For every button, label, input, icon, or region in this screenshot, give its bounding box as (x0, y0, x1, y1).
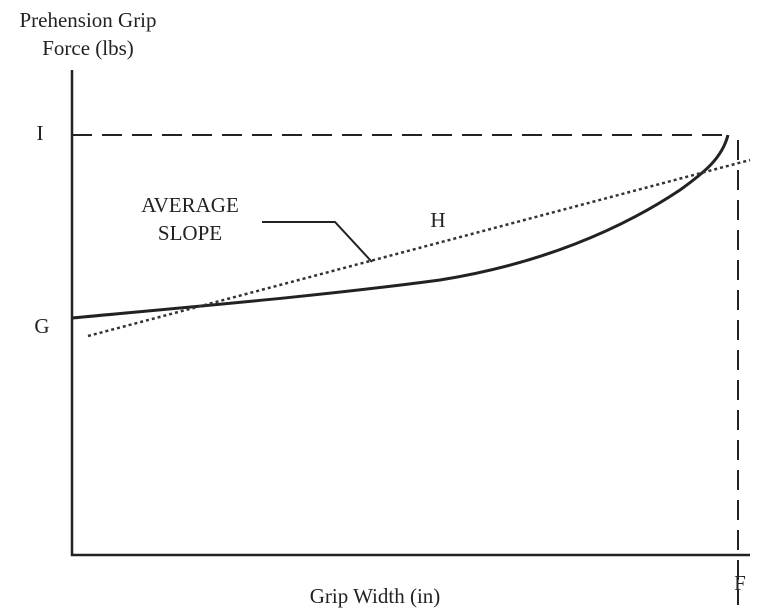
average-slope-line (87, 158, 751, 338)
point-label: H (430, 208, 445, 232)
point-label: F (734, 571, 746, 595)
annotation: SLOPE (158, 221, 222, 245)
leader-line (262, 221, 373, 263)
annotation: AVERAGE (141, 193, 239, 217)
y-axis-label: Prehension Grip (19, 8, 156, 32)
grip-force-curve (71, 134, 730, 320)
x-axis-label: Grip Width (in) (310, 584, 441, 608)
point-label: I (37, 121, 44, 145)
y-axis-label: Force (lbs) (42, 36, 134, 60)
point-label: G (34, 314, 49, 338)
